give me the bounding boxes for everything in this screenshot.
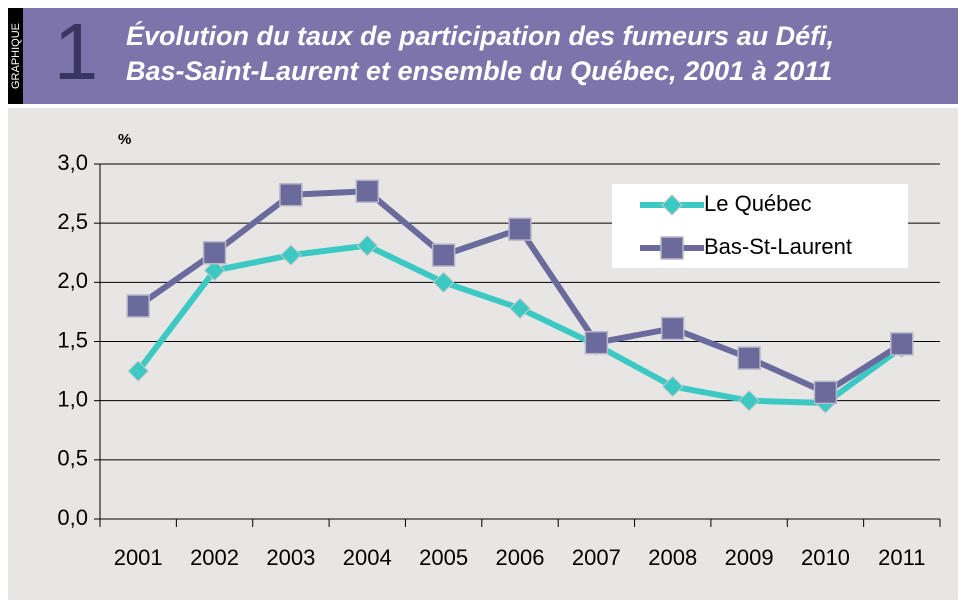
- x-tick-label: 2005: [419, 545, 468, 570]
- marker: [660, 236, 684, 260]
- x-tick-label: 2009: [725, 545, 774, 570]
- x-tick-label: 2011: [878, 545, 925, 570]
- marker: [126, 294, 150, 318]
- marker: [280, 244, 302, 266]
- marker: [661, 194, 683, 216]
- legend-label: Bas-St-Laurent: [704, 234, 852, 259]
- header-band: [8, 8, 958, 104]
- chart-title: Évolution du taux de participation des f…: [126, 20, 834, 51]
- x-tick-label: 2006: [496, 545, 545, 570]
- y-tick-label: 1,0: [57, 386, 88, 411]
- x-tick-label: 2003: [266, 545, 315, 570]
- marker: [738, 389, 760, 412]
- marker: [202, 241, 227, 265]
- y-tick-label: 2,5: [57, 209, 88, 234]
- graphic-number: 1: [54, 7, 99, 96]
- marker: [279, 183, 303, 207]
- y-tick-label: 1,5: [57, 327, 88, 352]
- marker: [662, 375, 684, 398]
- y-axis-label: %: [118, 131, 131, 148]
- legend-label: Le Québec: [704, 191, 812, 216]
- marker: [813, 380, 838, 405]
- marker: [432, 271, 455, 294]
- y-tick-label: 2,0: [57, 268, 88, 293]
- marker: [737, 346, 761, 370]
- marker: [203, 259, 226, 282]
- x-tick-label: 2008: [648, 545, 697, 570]
- y-tick-label: 0,5: [57, 446, 88, 471]
- marker: [584, 330, 609, 355]
- marker: [660, 316, 685, 341]
- chart-title: Bas-Saint-Laurent et ensemble du Québec,…: [126, 56, 832, 86]
- x-tick-label: 2007: [572, 545, 621, 570]
- marker: [508, 217, 532, 241]
- marker: [356, 234, 378, 257]
- x-tick-label: 2001: [114, 545, 163, 570]
- marker: [355, 179, 380, 203]
- graphic-label: GRAPHIQUE: [10, 23, 22, 89]
- y-tick-label: 3,0: [57, 150, 88, 175]
- marker: [431, 243, 456, 267]
- x-tick-label: 2010: [801, 545, 850, 570]
- x-tick-label: 2002: [190, 545, 239, 570]
- y-tick-label: 0,0: [57, 505, 88, 530]
- marker: [509, 297, 531, 320]
- marker: [890, 332, 914, 356]
- marker: [127, 360, 149, 382]
- graphic-label-strip: [8, 8, 23, 104]
- x-tick-label: 2004: [343, 545, 392, 570]
